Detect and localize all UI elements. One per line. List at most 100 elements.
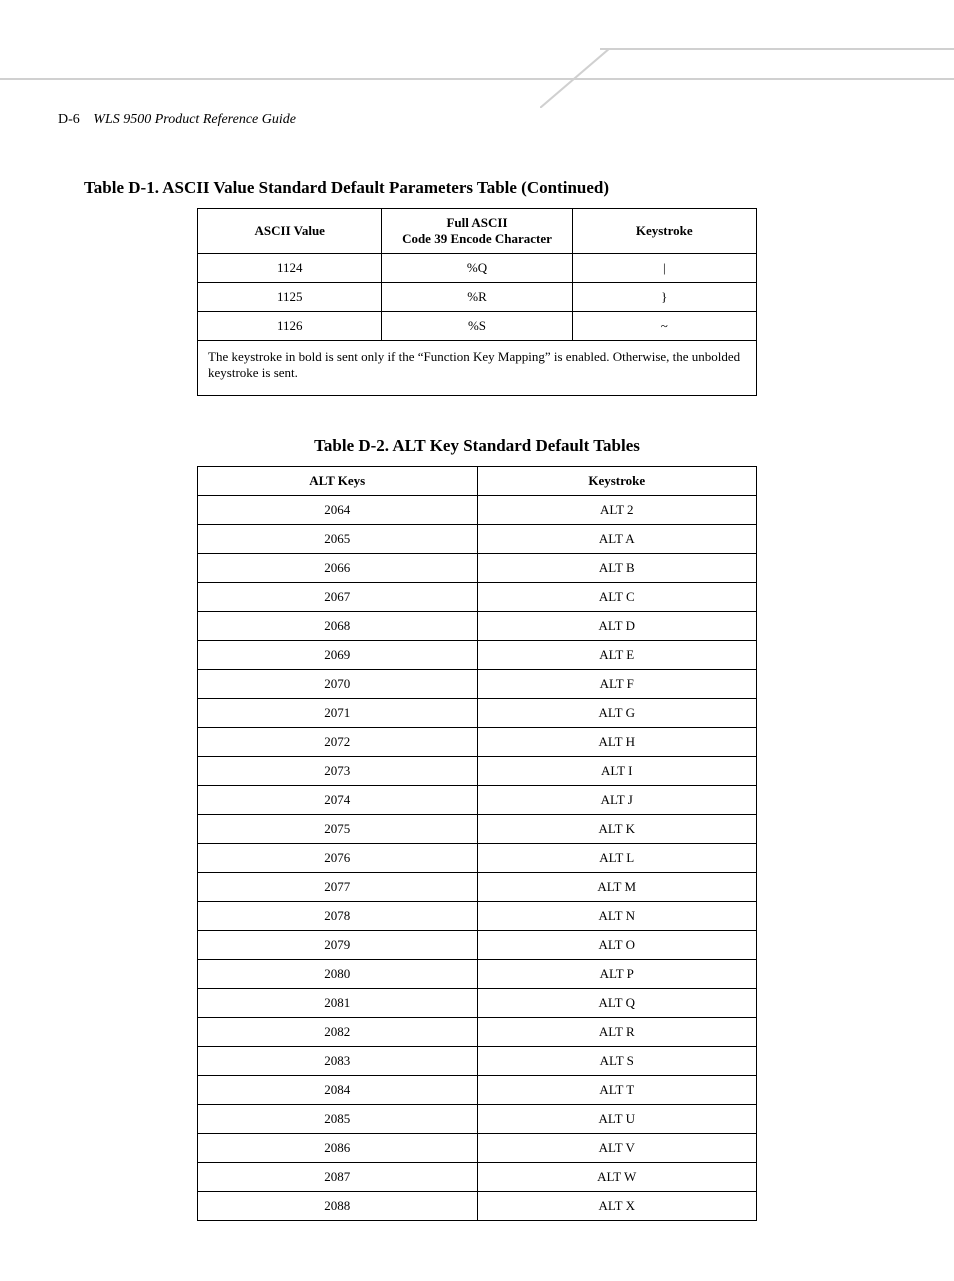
- alt-keystroke-cell: ALT I: [477, 757, 757, 786]
- alt-key-cell: 2082: [198, 1018, 478, 1047]
- alt-key-cell: 2086: [198, 1134, 478, 1163]
- table-row: 2087ALT W: [198, 1163, 757, 1192]
- encode-char-cell: %R: [382, 283, 572, 312]
- alt-key-cell: 2079: [198, 931, 478, 960]
- alt-key-cell: 2068: [198, 612, 478, 641]
- table-row: 2064ALT 2: [198, 496, 757, 525]
- alt-key-cell: 2072: [198, 728, 478, 757]
- table-d1-header-row: ASCII Value Full ASCII Code 39 Encode Ch…: [198, 209, 757, 254]
- keystroke-cell: ~: [572, 312, 756, 341]
- table-d1-col2-header: Full ASCII Code 39 Encode Character: [382, 209, 572, 254]
- table-row: 2082ALT R: [198, 1018, 757, 1047]
- ascii-value-cell: 1126: [198, 312, 382, 341]
- table-row: 2068ALT D: [198, 612, 757, 641]
- alt-keystroke-cell: ALT R: [477, 1018, 757, 1047]
- table-d1-col1-header: ASCII Value: [198, 209, 382, 254]
- alt-key-cell: 2084: [198, 1076, 478, 1105]
- ascii-value-cell: 1124: [198, 254, 382, 283]
- table-d2-col1-header: ALT Keys: [198, 467, 478, 496]
- running-head: D-6 WLS 9500 Product Reference Guide: [58, 112, 954, 128]
- alt-keystroke-cell: ALT M: [477, 873, 757, 902]
- alt-keystroke-cell: ALT G: [477, 699, 757, 728]
- table-row: 2067ALT C: [198, 583, 757, 612]
- alt-key-cell: 2073: [198, 757, 478, 786]
- alt-key-cell: 2083: [198, 1047, 478, 1076]
- table-row: 2088ALT X: [198, 1192, 757, 1221]
- alt-key-cell: 2075: [198, 815, 478, 844]
- table-row: 2069ALT E: [198, 641, 757, 670]
- table-row: 2079ALT O: [198, 931, 757, 960]
- alt-key-cell: 2069: [198, 641, 478, 670]
- encode-char-cell: %S: [382, 312, 572, 341]
- table-row: 2070ALT F: [198, 670, 757, 699]
- table-d1-footnote-row: The keystroke in bold is sent only if th…: [198, 341, 757, 396]
- alt-keystroke-cell: ALT X: [477, 1192, 757, 1221]
- table-row: 1125%R}: [198, 283, 757, 312]
- alt-keystroke-cell: ALT N: [477, 902, 757, 931]
- alt-keystroke-cell: ALT T: [477, 1076, 757, 1105]
- table-row: 2066ALT B: [198, 554, 757, 583]
- keystroke-cell: |: [572, 254, 756, 283]
- alt-keystroke-cell: ALT O: [477, 931, 757, 960]
- alt-keystroke-cell: ALT S: [477, 1047, 757, 1076]
- alt-key-cell: 2076: [198, 844, 478, 873]
- alt-keystroke-cell: ALT Q: [477, 989, 757, 1018]
- alt-keystroke-cell: ALT E: [477, 641, 757, 670]
- table-d1-col3-header: Keystroke: [572, 209, 756, 254]
- table-row: 2081ALT Q: [198, 989, 757, 1018]
- alt-keystroke-cell: ALT V: [477, 1134, 757, 1163]
- alt-keystroke-cell: ALT F: [477, 670, 757, 699]
- alt-key-cell: 2077: [198, 873, 478, 902]
- alt-key-cell: 2078: [198, 902, 478, 931]
- alt-keystroke-cell: ALT B: [477, 554, 757, 583]
- table-d2-body: 2064ALT 22065ALT A2066ALT B2067ALT C2068…: [198, 496, 757, 1221]
- page-number: D-6: [58, 112, 80, 127]
- table-row: 2080ALT P: [198, 960, 757, 989]
- table-row: 2074ALT J: [198, 786, 757, 815]
- table-row: 2075ALT K: [198, 815, 757, 844]
- alt-key-cell: 2070: [198, 670, 478, 699]
- table-row: 2086ALT V: [198, 1134, 757, 1163]
- keystroke-cell: }: [572, 283, 756, 312]
- table-row: 2083ALT S: [198, 1047, 757, 1076]
- table-row: 2076ALT L: [198, 844, 757, 873]
- alt-keystroke-cell: ALT H: [477, 728, 757, 757]
- table-row: 2084ALT T: [198, 1076, 757, 1105]
- alt-keystroke-cell: ALT C: [477, 583, 757, 612]
- alt-keystroke-cell: ALT J: [477, 786, 757, 815]
- table-d2: ALT Keys Keystroke 2064ALT 22065ALT A206…: [197, 466, 757, 1221]
- alt-key-cell: 2081: [198, 989, 478, 1018]
- table-row: 2073ALT I: [198, 757, 757, 786]
- table-d1: ASCII Value Full ASCII Code 39 Encode Ch…: [197, 208, 757, 396]
- alt-key-cell: 2067: [198, 583, 478, 612]
- alt-key-cell: 2071: [198, 699, 478, 728]
- table-d1-col2-header-line1: Full ASCII: [390, 215, 563, 231]
- alt-key-cell: 2085: [198, 1105, 478, 1134]
- table-row: 2071ALT G: [198, 699, 757, 728]
- alt-keystroke-cell: ALT A: [477, 525, 757, 554]
- table-row: 2078ALT N: [198, 902, 757, 931]
- table-d2-col2-header: Keystroke: [477, 467, 757, 496]
- table-d2-caption: Table D-2. ALT Key Standard Default Tabl…: [76, 436, 878, 456]
- alt-keystroke-cell: ALT P: [477, 960, 757, 989]
- header-rule-upper: [600, 48, 954, 50]
- alt-keystroke-cell: ALT K: [477, 815, 757, 844]
- alt-keystroke-cell: ALT L: [477, 844, 757, 873]
- alt-key-cell: 2087: [198, 1163, 478, 1192]
- book-title: WLS 9500 Product Reference Guide: [93, 112, 296, 127]
- alt-key-cell: 2088: [198, 1192, 478, 1221]
- alt-key-cell: 2066: [198, 554, 478, 583]
- table-row: 2072ALT H: [198, 728, 757, 757]
- alt-key-cell: 2065: [198, 525, 478, 554]
- table-row: 1126%S~: [198, 312, 757, 341]
- header-rule: [0, 48, 954, 108]
- ascii-value-cell: 1125: [198, 283, 382, 312]
- header-diagonal: [540, 48, 610, 108]
- alt-keystroke-cell: ALT 2: [477, 496, 757, 525]
- table-row: 2085ALT U: [198, 1105, 757, 1134]
- table-d1-footnote: The keystroke in bold is sent only if th…: [198, 341, 757, 396]
- encode-char-cell: %Q: [382, 254, 572, 283]
- alt-key-cell: 2080: [198, 960, 478, 989]
- page-content: Table D-1. ASCII Value Standard Default …: [76, 178, 878, 1221]
- alt-keystroke-cell: ALT U: [477, 1105, 757, 1134]
